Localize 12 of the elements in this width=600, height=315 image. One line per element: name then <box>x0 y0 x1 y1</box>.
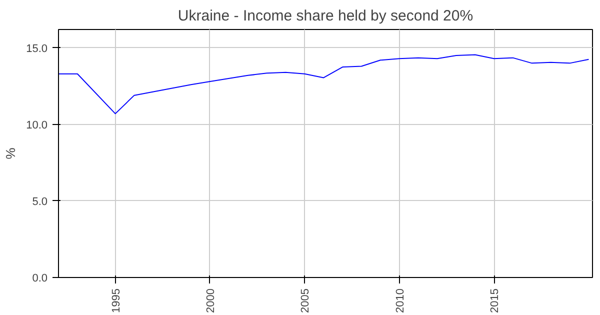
chart-title: Ukraine - Income share held by second 20% <box>178 8 474 24</box>
y-tick-label: 10.0 <box>26 119 48 132</box>
y-tick-label: 5.0 <box>32 196 48 208</box>
x-tick-label: 1995 <box>110 288 122 313</box>
y-tick-label: 15.0 <box>26 42 48 55</box>
y-tick-label: 0.0 <box>32 272 48 284</box>
line-series <box>58 54 590 114</box>
y-axis-title: % <box>3 147 18 160</box>
x-tick-label: 2005 <box>300 288 312 313</box>
x-tick-label: 2015 <box>489 288 502 313</box>
x-tick-label: 2010 <box>394 288 406 313</box>
x-tick-label: 2000 <box>204 288 217 313</box>
